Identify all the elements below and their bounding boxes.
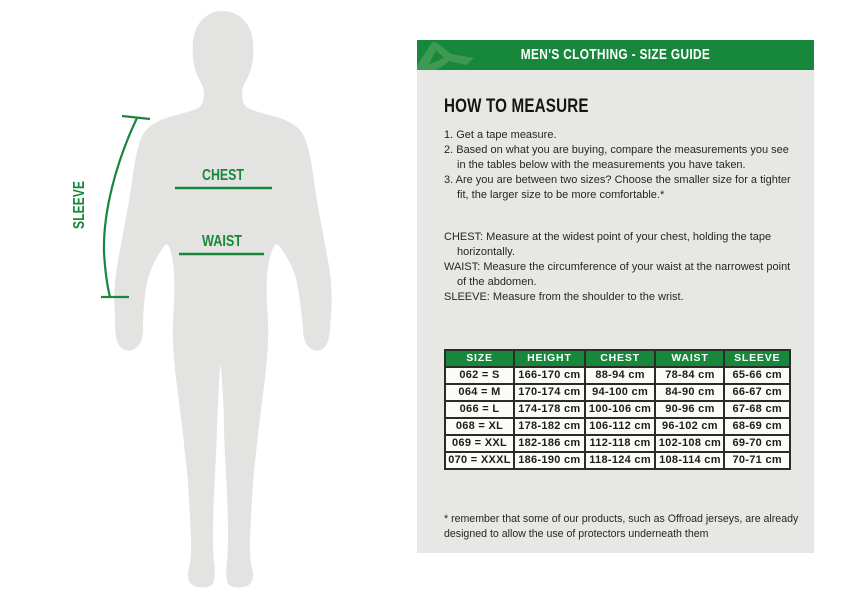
table-cell: 84-90 cm	[654, 383, 726, 402]
table-header-cell: WAIST	[654, 349, 726, 368]
table-cell: 166-170 cm	[513, 366, 586, 385]
table-cell: 186-190 cm	[513, 451, 586, 470]
male-silhouette	[114, 11, 332, 588]
table-cell: 100-106 cm	[583, 400, 657, 419]
table-cell: 118-124 cm	[583, 451, 657, 470]
measure-steps: 1. Get a tape measure. 2. Based on what y…	[444, 128, 800, 203]
table-cell: 174-178 cm	[513, 400, 586, 419]
table-header-cell: HEIGHT	[513, 349, 586, 368]
footnote: * remember that some of our products, su…	[444, 513, 799, 540]
size-table-header-row: SIZE HEIGHT CHEST WAIST SLEEVE	[444, 349, 791, 368]
sleeve-measure-arc	[101, 114, 151, 299]
table-row: 068 = XL 178-182 cm 106-112 cm 96-102 cm 68-…	[444, 417, 791, 436]
table-cell: 108-114 cm	[654, 451, 726, 470]
table-cell: 94-100 cm	[583, 383, 657, 402]
table-cell: 068 = XL	[444, 417, 515, 436]
chest-label: CHEST	[202, 167, 244, 184]
sleeve-label: SLEEVE	[71, 181, 88, 229]
table-cell: 96-102 cm	[654, 417, 726, 436]
panel-body: HOW TO MEASURE 1. Get a tape measure. 2. …	[417, 70, 814, 553]
table-cell: 66-67 cm	[723, 383, 791, 402]
table-header-cell: SIZE	[444, 349, 515, 368]
table-cell: 106-112 cm	[583, 417, 657, 436]
table-cell: 68-69 cm	[723, 417, 791, 436]
measure-definition: WAIST: Measure the circumference of your…	[444, 261, 791, 288]
table-cell: 112-118 cm	[583, 434, 657, 453]
sleeve-arc-line	[102, 117, 138, 298]
table-header-cell: SLEEVE	[723, 349, 791, 368]
table-cell: 069 = XXL	[444, 434, 515, 453]
size-table: SIZE HEIGHT CHEST WAIST SLEEVE 062 = S 166-17…	[444, 349, 791, 470]
table-cell: 88-94 cm	[583, 366, 657, 385]
panel-title: MEN'S CLOTHING - SIZE GUIDE	[520, 47, 711, 63]
table-cell: 170-174 cm	[513, 383, 586, 402]
measure-definitions: CHEST: Measure at the widest point of yo…	[444, 230, 800, 305]
table-row: 069 = XXL 182-186 cm 112-118 cm 102-108 cm 6…	[444, 434, 791, 453]
table-row: 066 = L 174-178 cm 100-106 cm 90-96 cm 67-68…	[444, 400, 791, 419]
table-cell: 67-68 cm	[723, 400, 791, 419]
table-cell: 066 = L	[444, 400, 515, 419]
measure-definition: SLEEVE: Measure from the shoulder to the…	[444, 291, 684, 303]
measure-step: 2. Based on what you are buying, compare…	[444, 144, 789, 171]
measure-definition: CHEST: Measure at the widest point of yo…	[444, 231, 772, 258]
table-cell: 69-70 cm	[723, 434, 791, 453]
table-cell: 178-182 cm	[513, 417, 586, 436]
how-to-measure-heading: HOW TO MEASURE	[444, 96, 589, 117]
size-guide-panel: MEN'S CLOTHING - SIZE GUIDE HOW TO MEASU…	[417, 40, 814, 553]
table-cell: 064 = M	[444, 383, 515, 402]
size-table-body: 062 = S 166-170 cm 88-94 cm 78-84 cm 65-66 c…	[444, 366, 791, 470]
table-cell: 062 = S	[444, 366, 515, 385]
table-cell: 65-66 cm	[723, 366, 791, 385]
table-header-cell: CHEST	[583, 349, 657, 368]
table-cell: 182-186 cm	[513, 434, 586, 453]
table-cell: 78-84 cm	[654, 366, 726, 385]
measure-step: 3. Are you are between two sizes? Choose…	[444, 174, 791, 201]
table-row: 064 = M 170-174 cm 94-100 cm 84-90 cm 66-67 …	[444, 383, 791, 402]
body-silhouette-figure: CHEST WAIST SLEEVE	[71, 11, 332, 588]
table-cell: 102-108 cm	[654, 434, 726, 453]
table-cell: 90-96 cm	[654, 400, 726, 419]
waist-label: WAIST	[202, 233, 242, 250]
measure-step: 1. Get a tape measure.	[444, 129, 557, 141]
table-cell: 70-71 cm	[723, 451, 791, 470]
table-row: 062 = S 166-170 cm 88-94 cm 78-84 cm 65-66 c…	[444, 366, 791, 385]
brand-a-swoosh-logo-icon	[417, 42, 474, 70]
table-cell: 070 = XXXL	[444, 451, 515, 470]
panel-header-bar: MEN'S CLOTHING - SIZE GUIDE	[417, 40, 814, 70]
table-row: 070 = XXXL 186-190 cm 118-124 cm 108-114 cm…	[444, 451, 791, 470]
sleeve-top-tick	[121, 114, 151, 121]
